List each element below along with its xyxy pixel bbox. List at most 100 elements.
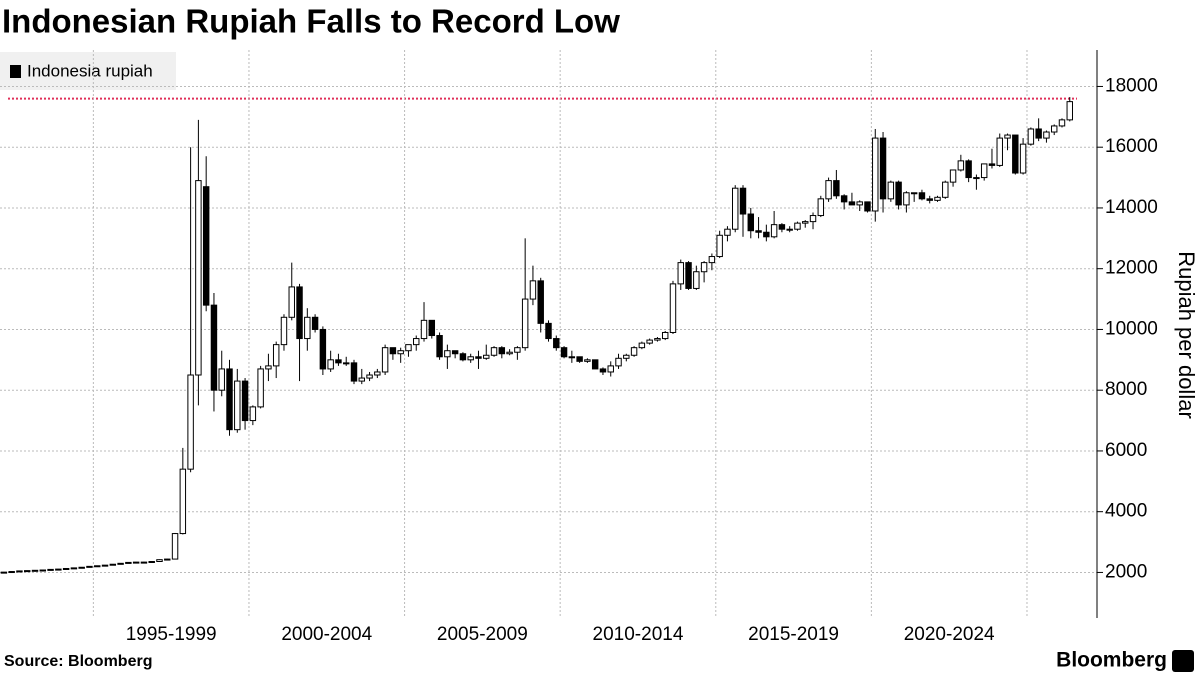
candle-body [770,224,778,238]
candle-body [16,570,23,573]
candle-body [934,196,941,201]
candle-body [483,354,490,359]
candle-body [794,222,801,230]
candle-body [560,347,568,358]
candle-body [132,561,140,564]
candle-body [249,406,257,422]
candle-body [451,350,459,355]
candle-body [973,177,980,180]
candle-body [490,347,498,356]
legend-box [0,52,176,90]
candle-body [1043,131,1050,139]
x-tick-label: 2010-2014 [593,624,684,645]
candle-body [996,137,1003,166]
x-tick-label: 2005-2009 [437,624,528,645]
source-note: Source: Bloomberg [4,653,152,670]
candle-body [31,569,39,572]
candle-body [0,571,8,574]
candle-body [778,224,786,230]
y-tick-label: 12000 [1105,258,1158,279]
candle-body [879,137,887,200]
candle-body [319,328,327,370]
candle-body [910,192,918,195]
candle-body [724,228,731,236]
candle-body [700,262,708,273]
candle-body [809,215,817,223]
candle-body [1004,134,1011,139]
candle-body [553,338,560,349]
y-tick-label: 14000 [1105,197,1158,218]
y-tick-label: 2000 [1105,561,1147,582]
candle-body [591,359,599,370]
candle-body [296,286,303,340]
candle-body [156,559,163,563]
candle-body [872,137,879,212]
candle-body [413,338,420,346]
candle-body [739,187,747,215]
candle-body [623,354,630,359]
candle-body [708,256,716,264]
candle-body [467,356,474,361]
candle-body [55,568,62,571]
candle-body [825,180,832,200]
candle-body [833,180,840,197]
candle-body [436,335,443,358]
candle-body [78,566,85,569]
candle-body [646,339,653,344]
y-tick-label: 18000 [1105,75,1158,96]
candle-body [101,564,109,567]
candle-body [47,568,54,571]
candle-body [234,380,241,431]
candle-body [475,356,482,359]
candle-body [949,169,957,183]
candle-body [94,565,101,568]
candle-body [498,347,506,355]
candle-body [366,374,373,379]
candle-body [980,163,988,179]
candle-body [86,565,93,568]
candle-body [226,368,233,431]
candle-body [1012,134,1019,174]
candle-body [817,198,825,217]
y-tick-label: 10000 [1105,318,1158,339]
candle-body [218,368,225,391]
candle-body [848,201,856,206]
candle-body [241,380,249,422]
candle-body [926,198,933,201]
candle-body [311,316,319,330]
y-tick-label: 4000 [1105,501,1147,522]
candle-body [1058,119,1066,127]
y-tick-label: 16000 [1105,136,1158,157]
candle-body [957,160,965,171]
candle-body [755,230,762,233]
candle-body [693,271,700,289]
candle-body [669,283,677,333]
candle-body [599,368,607,373]
candle-body [677,262,684,285]
candle-body [568,356,576,359]
candle-body [763,231,770,238]
candle-body [109,563,117,566]
candle-body [529,280,537,300]
candle-body [965,160,972,179]
candle-body [514,347,521,353]
candle-body [615,357,622,367]
x-tick-label: 2000-2004 [281,624,372,645]
candle-body [304,316,311,340]
candle-body [840,195,848,203]
candle-body [638,342,646,349]
candle-body [864,201,871,212]
candle-body [630,347,638,356]
candle-body [202,186,210,306]
candle-body [272,344,280,367]
candle-body [280,316,288,346]
y-tick-label: 6000 [1105,440,1147,461]
brand-logo: Bloomberg [1056,649,1167,672]
candle-body [607,365,614,373]
candle-body [856,201,863,206]
candle-body [459,353,467,361]
candle-body [506,351,513,355]
candle-body [117,562,124,565]
candle-body [802,221,809,224]
